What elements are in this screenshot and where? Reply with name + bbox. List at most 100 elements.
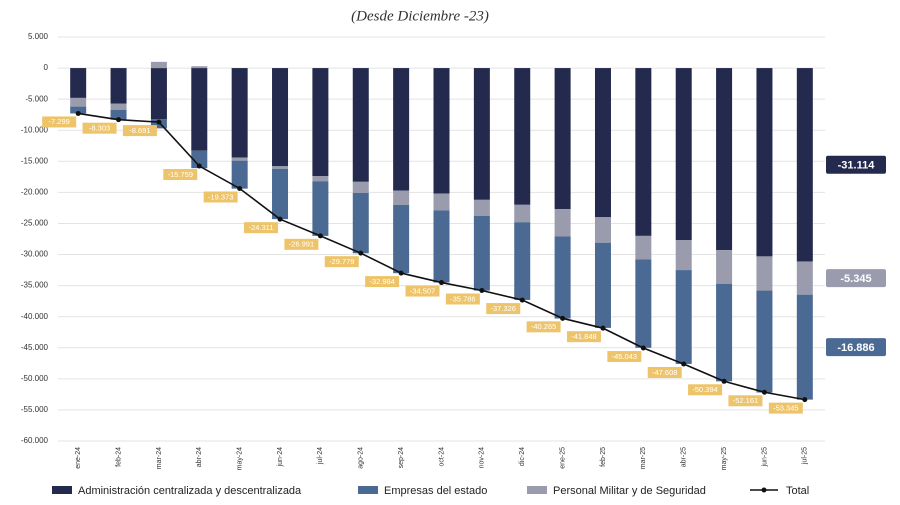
value-label: -8.691 bbox=[122, 125, 157, 137]
total-point bbox=[358, 250, 364, 256]
value-label-text: -34.507 bbox=[410, 286, 435, 295]
total-point bbox=[681, 361, 687, 367]
y-tick-label: -40.000 bbox=[21, 312, 49, 321]
bar-segment bbox=[393, 204, 410, 274]
total-point bbox=[519, 297, 525, 303]
x-tick-label: feb-24 bbox=[115, 447, 122, 467]
value-label-text: -15.759 bbox=[168, 170, 193, 179]
total-point bbox=[317, 233, 323, 239]
total-point bbox=[640, 345, 646, 351]
legend-point bbox=[761, 487, 767, 493]
total-point bbox=[75, 110, 81, 116]
bar-segment bbox=[796, 68, 813, 262]
bar-segment bbox=[312, 68, 329, 177]
value-label: -34.507 bbox=[405, 285, 440, 297]
total-point bbox=[116, 117, 122, 123]
value-label-text: -24.311 bbox=[249, 223, 274, 232]
legend-swatch bbox=[358, 486, 378, 494]
value-label-box bbox=[566, 331, 601, 343]
x-tick-label: abr-25 bbox=[681, 447, 688, 467]
value-label: -45.043 bbox=[607, 351, 642, 363]
legend-swatch bbox=[527, 486, 547, 494]
bar-segment bbox=[110, 68, 127, 104]
x-tick-label: sep-24 bbox=[398, 447, 405, 469]
bar-segment bbox=[433, 68, 450, 194]
bar-segment bbox=[70, 68, 87, 98]
bar-segment bbox=[716, 68, 733, 251]
chart-title: (Desde Diciembre -23) bbox=[351, 8, 489, 24]
bar-segment bbox=[675, 270, 692, 364]
legend-swatch bbox=[52, 486, 72, 494]
bar-segment bbox=[352, 68, 369, 182]
value-label: -7.299 bbox=[42, 116, 77, 128]
value-label-box bbox=[647, 366, 682, 378]
total-point bbox=[156, 119, 162, 125]
bar-segment bbox=[272, 68, 289, 167]
end-label: -5.345 bbox=[840, 273, 871, 285]
value-label: -26.991 bbox=[284, 238, 319, 250]
bar-segment bbox=[756, 68, 773, 257]
bar-segment bbox=[433, 210, 450, 283]
bar-segment bbox=[554, 209, 571, 237]
value-label-text: -32.984 bbox=[369, 277, 394, 286]
x-tick-label: may-25 bbox=[721, 447, 728, 470]
total-point bbox=[721, 378, 727, 384]
x-tick-label: may-24 bbox=[237, 447, 244, 470]
value-label-box bbox=[82, 122, 117, 134]
bar-segment bbox=[716, 250, 733, 284]
bar-segment bbox=[554, 68, 571, 210]
value-label-text: -52.161 bbox=[733, 396, 758, 405]
bar-segment bbox=[272, 168, 289, 220]
bar-segment bbox=[231, 160, 248, 189]
total-point bbox=[560, 315, 566, 321]
end-label-box bbox=[826, 338, 886, 357]
value-label: -35.786 bbox=[445, 293, 480, 305]
x-tick-label: mar-25 bbox=[640, 447, 647, 469]
bar-segment bbox=[635, 259, 652, 348]
value-label-box bbox=[163, 169, 198, 181]
bar-segment bbox=[594, 68, 611, 218]
legend-label: Administración centralizada y descentral… bbox=[78, 485, 302, 497]
bar-segment bbox=[594, 217, 611, 243]
total-point bbox=[439, 280, 444, 286]
value-label-text: -50.394 bbox=[692, 385, 717, 394]
y-tick-label: -60.000 bbox=[21, 436, 49, 445]
y-tick-label: -10.000 bbox=[21, 125, 49, 134]
end-label: -31.114 bbox=[838, 160, 876, 172]
value-label-text: -37.326 bbox=[491, 304, 516, 313]
x-tick-label: mar-24 bbox=[156, 447, 163, 469]
bar-segment bbox=[473, 199, 490, 217]
x-tick-label: ene-25 bbox=[559, 447, 566, 469]
value-label: -37.326 bbox=[486, 303, 521, 315]
value-label-box bbox=[728, 395, 763, 407]
bar-segment bbox=[231, 68, 248, 158]
value-label-text: -8.303 bbox=[89, 123, 110, 132]
bar-segment bbox=[514, 222, 531, 300]
value-label-box bbox=[486, 303, 521, 315]
bar-segment bbox=[272, 166, 289, 169]
bar-segment bbox=[635, 68, 652, 236]
bar-segment bbox=[150, 61, 167, 69]
value-label-box bbox=[42, 116, 77, 128]
value-label-box bbox=[768, 402, 803, 414]
value-label-text: -45.043 bbox=[612, 352, 637, 361]
bar-segment bbox=[433, 193, 450, 211]
total-point bbox=[600, 325, 606, 331]
value-label-text: -8.691 bbox=[129, 126, 150, 135]
y-tick-label: -25.000 bbox=[21, 219, 49, 228]
value-label: -40.265 bbox=[526, 321, 561, 333]
bar-segment bbox=[191, 150, 208, 169]
value-label: -41.848 bbox=[566, 331, 601, 343]
value-label-box bbox=[688, 384, 723, 396]
bar-segment bbox=[312, 176, 329, 182]
y-tick-label: -55.000 bbox=[21, 405, 49, 414]
bar-segment bbox=[796, 261, 813, 295]
x-tick-label: jul-25 bbox=[802, 447, 809, 465]
x-tick-label: feb-25 bbox=[600, 447, 607, 467]
value-label-box bbox=[405, 285, 440, 297]
value-label: -8.303 bbox=[82, 122, 117, 134]
bar-segment bbox=[312, 181, 329, 236]
value-label-text: -40.265 bbox=[531, 322, 556, 331]
value-label-box bbox=[122, 125, 157, 137]
